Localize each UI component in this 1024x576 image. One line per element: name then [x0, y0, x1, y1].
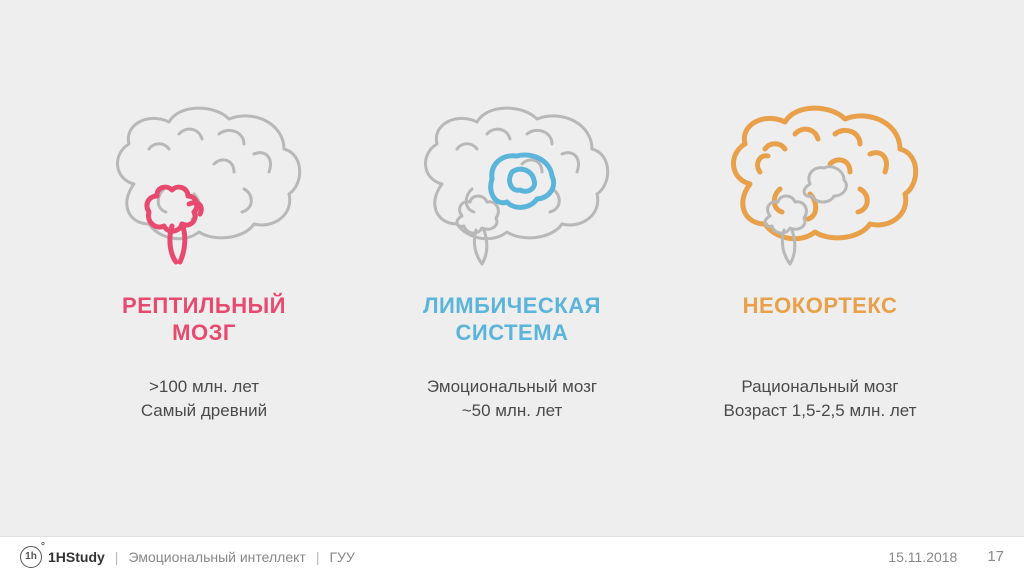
logo-circle-icon: 1h [20, 546, 42, 568]
footer-separator: | [316, 549, 320, 565]
desc-line2: Возраст 1,5-2,5 млн. лет [723, 401, 916, 420]
slide-footer: 1h 1HStudy | Эмоциональный интеллект | Г… [0, 536, 1024, 576]
footer-topic: Эмоциональный интеллект [128, 549, 305, 565]
footer-date: 15.11.2018 [888, 549, 957, 565]
title-line2: МОЗГ [172, 320, 236, 345]
brain-neocortex-icon [710, 94, 930, 274]
slide-body: РЕПТИЛЬНЫЙ МОЗГ >100 млн. лет Самый древ… [0, 0, 1024, 536]
desc-line2: ~50 млн. лет [462, 401, 563, 420]
title-line1: НЕОКОРТЕКС [743, 292, 898, 320]
desc-line1: >100 млн. лет [149, 377, 259, 396]
desc-line2: Самый древний [141, 401, 267, 420]
title-reptilian: РЕПТИЛЬНЫЙ МОЗГ [122, 292, 286, 347]
footer-separator: | [115, 549, 119, 565]
logo-text: 1h [25, 551, 37, 562]
desc-limbic: Эмоциональный мозг ~50 млн. лет [427, 375, 597, 423]
column-reptilian: РЕПТИЛЬНЫЙ МОЗГ >100 млн. лет Самый древ… [64, 94, 344, 423]
title-line2: СИСТЕМА [456, 320, 569, 345]
title-limbic: ЛИМБИЧЕСКАЯ СИСТЕМА [423, 292, 601, 347]
title-line1: РЕПТИЛЬНЫЙ [122, 293, 286, 318]
brain-limbic-icon [402, 94, 622, 274]
title-neocortex: НЕОКОРТЕКС [743, 292, 898, 347]
footer-page-number: 17 [987, 548, 1004, 565]
column-limbic: ЛИМБИЧЕСКАЯ СИСТЕМА Эмоциональный мозг ~… [372, 94, 652, 423]
brain-reptilian-icon [94, 94, 314, 274]
desc-line1: Рациональный мозг [741, 377, 898, 396]
footer-org: ГУУ [329, 549, 354, 565]
desc-neocortex: Рациональный мозг Возраст 1,5-2,5 млн. л… [723, 375, 916, 423]
column-neocortex: НЕОКОРТЕКС Рациональный мозг Возраст 1,5… [680, 94, 960, 423]
footer-brand: 1HStudy [48, 549, 105, 565]
desc-reptilian: >100 млн. лет Самый древний [141, 375, 267, 423]
title-line1: ЛИМБИЧЕСКАЯ [423, 293, 601, 318]
desc-line1: Эмоциональный мозг [427, 377, 597, 396]
footer-logo: 1h 1HStudy [20, 546, 105, 568]
